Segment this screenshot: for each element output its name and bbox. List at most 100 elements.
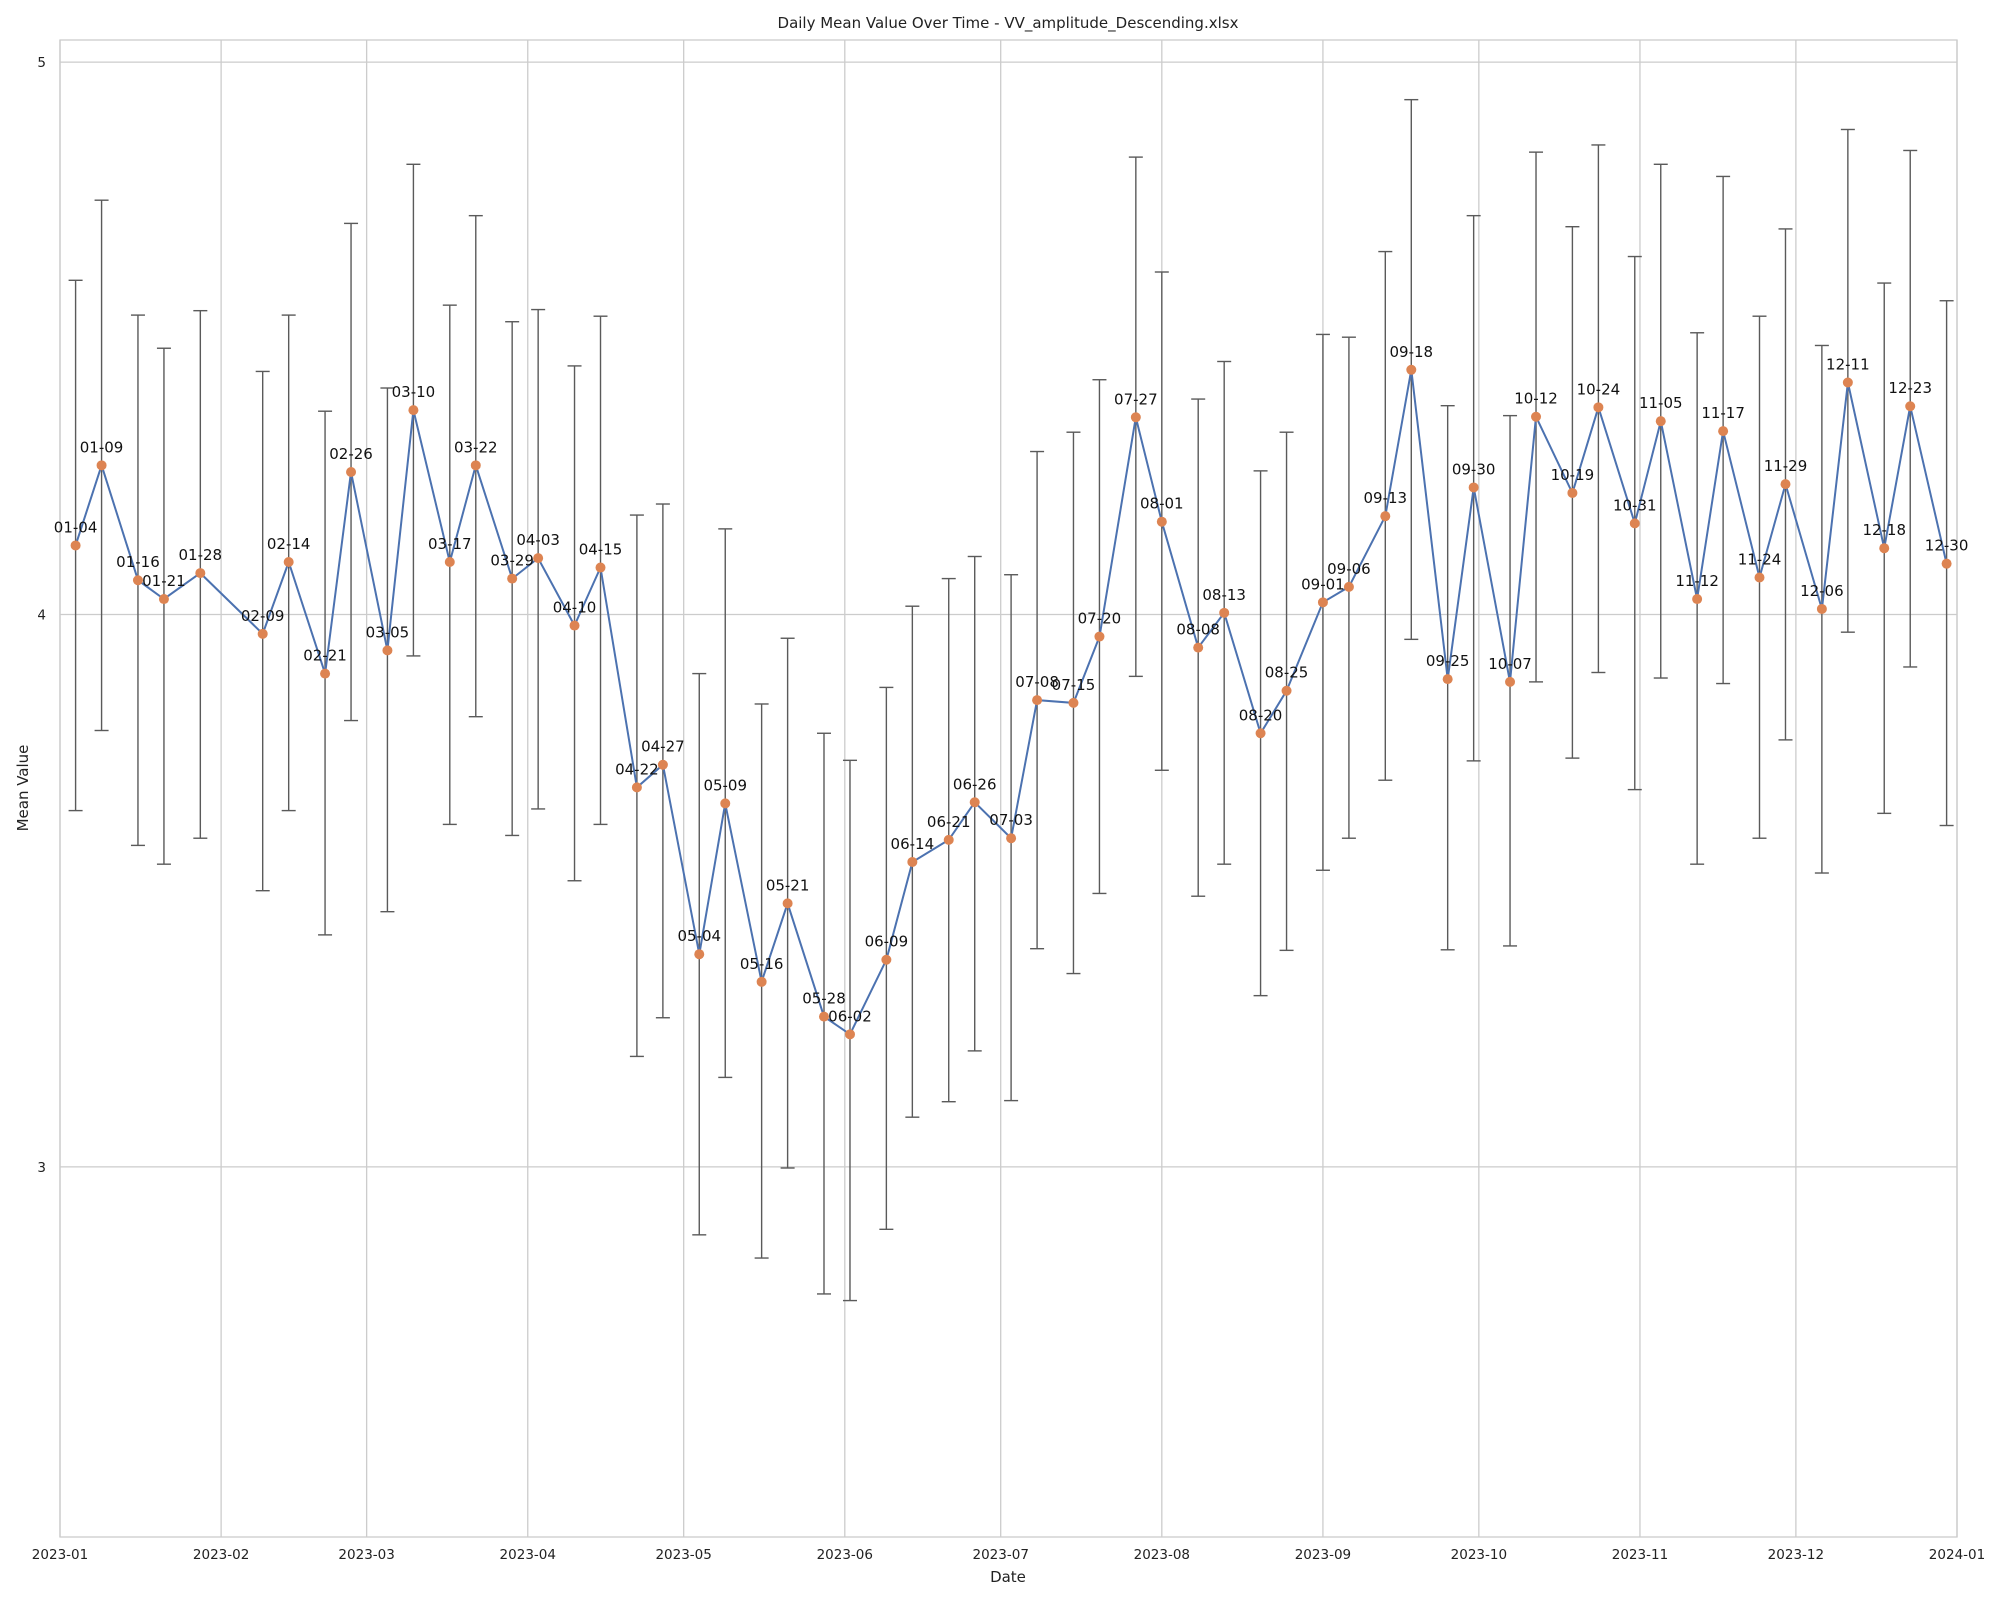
data-point-label: 09-18 <box>1389 343 1433 361</box>
data-point-label: 07-03 <box>989 811 1033 829</box>
error-bars <box>68 98 1954 1302</box>
data-point-label: 09-01 <box>1301 575 1345 593</box>
plot-frame <box>59 39 1958 1538</box>
data-point-label: 10-12 <box>1514 390 1558 408</box>
error-bar <box>156 347 171 865</box>
data-point <box>132 575 143 586</box>
data-point-label: 10-24 <box>1577 380 1621 398</box>
data-point <box>1130 412 1141 423</box>
data-point-label: 04-15 <box>579 541 623 559</box>
data-point-label: 03-22 <box>454 438 498 456</box>
data-point-label: 07-15 <box>1052 676 1096 694</box>
data-point-label: 11-24 <box>1738 550 1782 568</box>
data-point <box>844 1029 855 1040</box>
grid-layer <box>59 40 1958 1537</box>
data-point <box>943 834 954 845</box>
data-point <box>756 976 767 987</box>
data-point <box>1068 697 1079 708</box>
data-point-label: 02-26 <box>329 445 373 463</box>
data-point <box>1567 487 1578 498</box>
data-point <box>818 1011 829 1022</box>
x-tick-label: 2023-06 <box>817 1547 873 1563</box>
x-tick-label: 2023-02 <box>193 1547 249 1563</box>
y-tick-label: 5 <box>37 55 46 71</box>
x-tick-label: 2023-05 <box>655 1547 711 1563</box>
data-point-label: 06-09 <box>865 933 909 951</box>
data-point <box>195 568 206 579</box>
data-points <box>70 364 1952 1040</box>
data-point <box>969 797 980 808</box>
data-point <box>1505 676 1516 687</box>
data-point <box>470 460 481 471</box>
x-tick-label: 2023-12 <box>1768 1547 1824 1563</box>
data-point-label: 02-09 <box>241 607 285 625</box>
data-point-label: 08-08 <box>1176 621 1220 639</box>
data-point <box>96 460 107 471</box>
data-point <box>507 573 518 584</box>
data-point <box>631 782 642 793</box>
data-point <box>1442 674 1453 685</box>
data-point-label: 01-28 <box>179 546 223 564</box>
data-point <box>1816 603 1827 614</box>
y-axis-label: Mean Value <box>14 745 32 832</box>
data-point-label: 03-17 <box>428 535 472 553</box>
data-point <box>1593 402 1604 413</box>
data-point <box>595 562 606 573</box>
data-point-label: 08-20 <box>1239 706 1283 724</box>
x-tick-label: 2023-01 <box>32 1547 88 1563</box>
data-point-label: 05-28 <box>802 990 846 1008</box>
data-point <box>1317 597 1328 608</box>
data-point-label: 12-30 <box>1925 537 1969 555</box>
data-point <box>346 466 357 477</box>
data-point-label: 06-26 <box>953 775 997 793</box>
data-point-label: 07-20 <box>1078 610 1122 628</box>
data-point-label: 11-17 <box>1701 404 1745 422</box>
data-point-label: 10-07 <box>1488 655 1532 673</box>
data-point <box>1406 364 1417 375</box>
data-point <box>657 759 668 770</box>
data-point-label: 04-27 <box>641 738 685 756</box>
x-tick-label: 2024-01 <box>1929 1547 1985 1563</box>
data-point-label: 10-19 <box>1551 466 1595 484</box>
data-point-label: 03-29 <box>490 552 534 570</box>
data-point-label: 09-13 <box>1364 489 1408 507</box>
data-point-label: 09-06 <box>1327 560 1371 578</box>
data-point <box>1879 543 1890 554</box>
data-point-label: 10-31 <box>1613 496 1657 514</box>
data-point <box>881 954 892 965</box>
data-point <box>1094 631 1105 642</box>
data-point <box>70 540 81 551</box>
data-point-label: 04-03 <box>516 531 560 549</box>
data-point <box>257 628 268 639</box>
data-point-label: 09-25 <box>1426 652 1470 670</box>
data-point <box>1941 558 1952 569</box>
x-tick-label: 2023-11 <box>1612 1547 1668 1563</box>
data-point-label: 12-18 <box>1862 521 1906 539</box>
data-point-label: 01-16 <box>116 553 160 571</box>
data-point <box>1905 401 1916 412</box>
data-point <box>1531 411 1542 422</box>
chart-title: Daily Mean Value Over Time - VV_amplitud… <box>778 14 1239 33</box>
data-point-label: 05-04 <box>677 927 721 945</box>
data-point <box>1842 377 1853 388</box>
data-point-label: 04-10 <box>553 599 597 617</box>
data-point <box>1468 482 1479 493</box>
data-point <box>1156 516 1167 527</box>
data-point-label: 02-14 <box>267 535 311 553</box>
y-tick-label: 4 <box>37 607 46 623</box>
data-point-label: 11-12 <box>1675 572 1719 590</box>
x-tick-label: 2023-10 <box>1451 1547 1507 1563</box>
data-point <box>1281 685 1292 696</box>
data-point-label: 06-21 <box>927 813 971 831</box>
data-point <box>1343 581 1354 592</box>
data-point-label: 12-06 <box>1800 582 1844 600</box>
data-point-label: 08-13 <box>1202 586 1246 604</box>
data-point-label: 09-30 <box>1452 460 1496 478</box>
data-point <box>1692 594 1703 605</box>
data-point <box>1629 518 1640 529</box>
data-point <box>1219 607 1230 618</box>
data-point-label: 08-01 <box>1140 495 1184 513</box>
data-point-label: 02-21 <box>303 647 347 665</box>
data-point-label: 01-21 <box>142 572 186 590</box>
